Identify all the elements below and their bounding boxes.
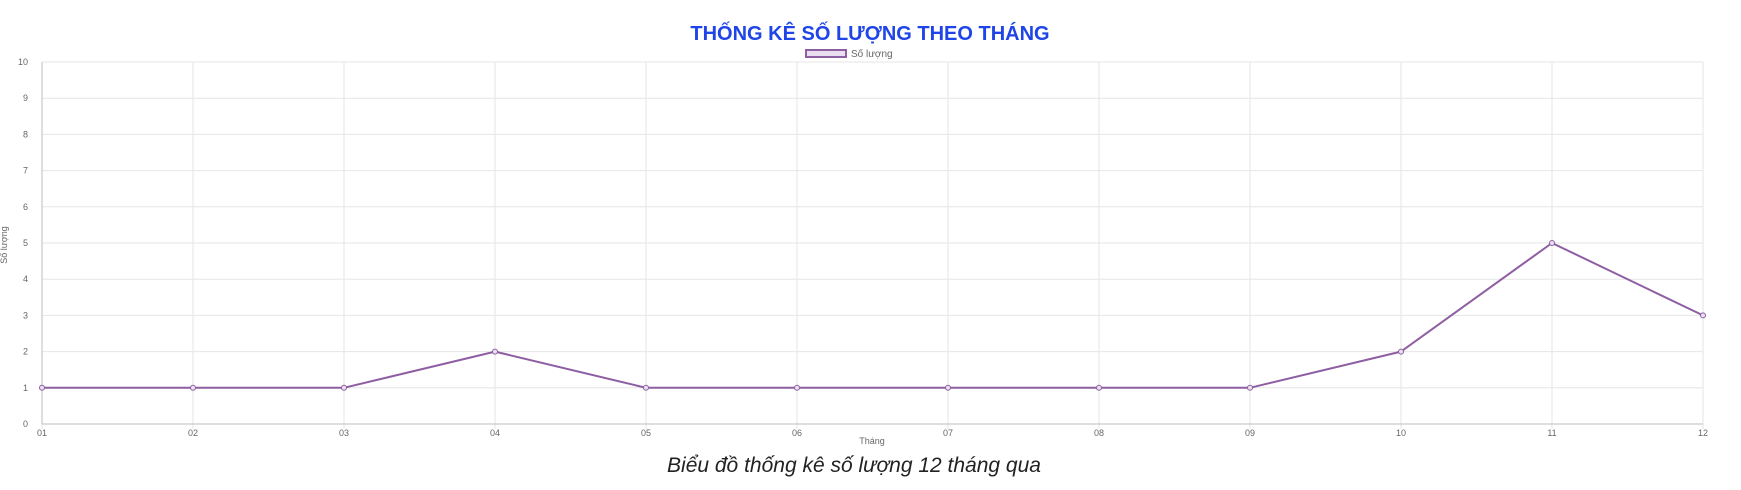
x-tick-label: 07 [943, 428, 953, 438]
data-point [1549, 240, 1555, 246]
data-point [492, 348, 498, 355]
x-tick-label: 10 [1396, 428, 1406, 438]
data-point [1398, 348, 1404, 355]
x-tick-label: 03 [339, 428, 349, 438]
y-tick-label: 0 [23, 419, 28, 429]
data-point [794, 384, 800, 391]
x-tick-label: 01 [37, 428, 47, 438]
data-point [341, 384, 347, 391]
chart-caption: Biểu đồ thống kê số lượng 12 tháng qua [667, 454, 1041, 477]
y-tick-label: 3 [23, 310, 28, 320]
x-tick-label: 12 [1698, 428, 1708, 438]
x-tick-label: 11 [1547, 428, 1556, 438]
chart-title: THỐNG KÊ SỐ LƯỢNG THEO THÁNG [690, 21, 1049, 45]
x-tick-label: 02 [188, 428, 198, 438]
x-tick-label: 05 [641, 428, 651, 438]
data-point [945, 384, 951, 391]
data-point [190, 384, 196, 391]
data-point [39, 384, 45, 391]
y-tick-label: 9 [23, 93, 28, 103]
grid [41, 61, 1704, 429]
y-tick-label: 8 [23, 129, 28, 139]
y-tick-label: 1 [23, 383, 28, 393]
y-tick-label: 7 [23, 166, 28, 176]
data-point [643, 384, 649, 391]
data-point [1700, 312, 1706, 319]
x-tick-label: 04 [490, 428, 500, 438]
y-tick-label: 2 [23, 347, 28, 357]
data-point [1247, 384, 1253, 391]
x-tick-label: 08 [1094, 428, 1104, 438]
x-tick-label: 06 [792, 428, 802, 438]
y-axis-title: Số lượng [0, 226, 9, 263]
legend-label: Số lượng [851, 48, 893, 60]
y-tick-label: 10 [18, 57, 28, 67]
y-tick-label: 5 [23, 238, 28, 248]
x-axis-ticks: 01 02 03 04 05 06 07 08 09 10 11 12 [37, 428, 1708, 438]
y-axis-ticks: 0 1 2 3 4 5 6 7 8 9 10 [18, 57, 28, 429]
data-point [1096, 384, 1102, 391]
x-axis-title: Tháng [859, 436, 885, 446]
x-tick-label: 09 [1245, 428, 1255, 438]
series-layer [39, 240, 1706, 391]
series-line [42, 242, 1704, 389]
y-tick-label: 4 [23, 274, 28, 284]
y-tick-label: 6 [23, 202, 28, 212]
legend-swatch [805, 49, 847, 58]
legend: Số lượng [805, 48, 893, 60]
